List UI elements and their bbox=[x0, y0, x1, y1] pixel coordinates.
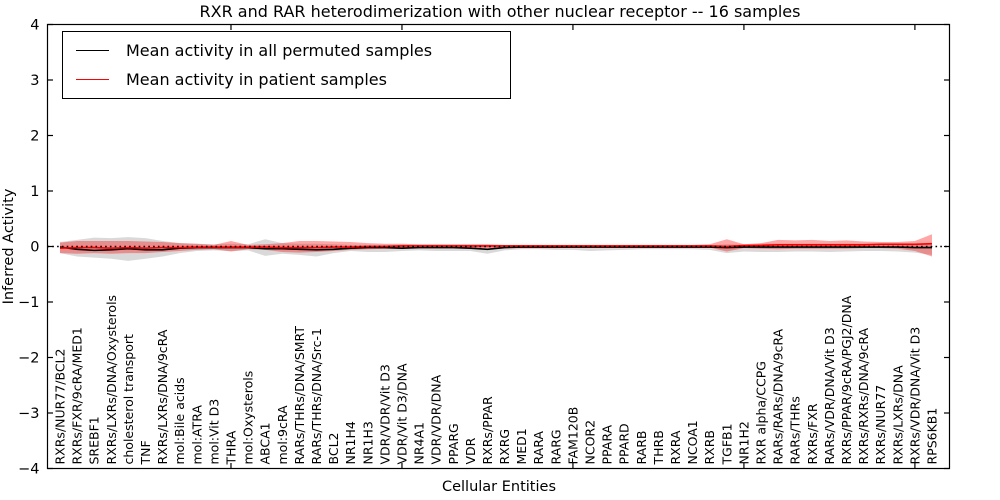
x-category-label: RXRs/LXRs/DNA bbox=[890, 365, 905, 465]
chart-title: RXR and RAR heterodimerization with othe… bbox=[200, 2, 801, 21]
x-category-label: RXRs/FXR bbox=[805, 403, 820, 464]
y-axis-label: Inferred Activity bbox=[1, 188, 17, 304]
x-category-label: NR1H4 bbox=[343, 421, 358, 464]
x-category-label: RXRs/VDR/DNA/Vit D3 bbox=[907, 327, 922, 465]
x-category-label: NCOA1 bbox=[685, 420, 700, 464]
y-tick-label: −1 bbox=[18, 295, 39, 311]
y-tick-label: 1 bbox=[30, 184, 39, 200]
x-category-label: NR4A1 bbox=[412, 422, 427, 465]
x-category-label: RXRs/NUR77/BCL2 bbox=[53, 349, 68, 465]
x-category-label: RXRs/FXR/9cRA/MED1 bbox=[70, 327, 85, 464]
y-tick-label: 2 bbox=[30, 129, 39, 145]
x-category-label: mol:Vit D3 bbox=[206, 399, 221, 465]
x-category-label: RXRs/PPAR bbox=[480, 396, 495, 464]
x-category-label: mol:ATRA bbox=[189, 405, 204, 465]
x-axis-label: Cellular Entities bbox=[442, 479, 556, 495]
x-category-label: NR1H3 bbox=[360, 421, 375, 464]
x-category-label: RARB bbox=[634, 431, 649, 465]
x-category-label: VDR bbox=[463, 437, 478, 464]
x-category-label: RARs/VDR/DNA/Vit D3 bbox=[822, 327, 837, 464]
x-category-label: ABCA1 bbox=[258, 422, 273, 464]
x-category-label: VDR/VDR/DNA bbox=[429, 374, 444, 464]
x-category-label: PPARG bbox=[446, 423, 461, 464]
x-category-label: NCOR2 bbox=[583, 420, 598, 465]
legend-label-permuted: Mean activity in all permuted samples bbox=[126, 40, 433, 60]
x-category-label: RPS6KB1 bbox=[925, 408, 940, 465]
x-category-label: RXRs/PPAR/9cRA/PGJ2/DNA bbox=[839, 295, 854, 464]
y-tick-label: 3 bbox=[30, 73, 39, 89]
x-category-label: SREBF1 bbox=[87, 416, 102, 464]
patient-mean-line bbox=[59, 242, 933, 249]
x-category-label: VDR/Vit D3/DNA bbox=[394, 363, 409, 464]
legend-line-permuted-icon bbox=[76, 50, 109, 51]
legend-item-permuted: Mean activity in all permuted samples bbox=[76, 41, 510, 61]
x-category-label: RXRG bbox=[497, 429, 512, 465]
y-tick-label: 4 bbox=[30, 18, 39, 34]
y-tick-label: −4 bbox=[18, 462, 39, 478]
x-category-label: PPARD bbox=[617, 423, 632, 464]
x-category-label: TNF bbox=[138, 440, 153, 465]
x-category-label: RARA bbox=[531, 431, 546, 465]
y-tick-label: −3 bbox=[18, 406, 39, 422]
x-category-label: RXRs/RXRs/DNA/9cRA bbox=[856, 327, 871, 464]
x-category-label: mol:Oxysterols bbox=[241, 371, 256, 465]
x-category-label: VDR/VDR/Vit D3 bbox=[377, 364, 392, 464]
x-category-label: RXRs/LXRs/DNA/9cRA bbox=[155, 329, 170, 464]
x-category-label: cholesterol transport bbox=[121, 334, 136, 465]
x-category-label: RARs/RARs/DNA/9cRA bbox=[771, 328, 786, 464]
x-category-label: RXR alpha/CCPG bbox=[754, 361, 769, 464]
legend-label-patient: Mean activity in patient samples bbox=[126, 69, 387, 89]
x-category-label: RXRA bbox=[668, 430, 683, 464]
x-category-label: FAM120B bbox=[565, 407, 580, 465]
x-category-label: TGFB1 bbox=[719, 423, 734, 465]
x-category-label: mol:9cRA bbox=[275, 405, 290, 465]
y-tick-label: −2 bbox=[18, 351, 39, 367]
x-category-label: THRB bbox=[651, 430, 666, 465]
x-category-label: PPARA bbox=[600, 424, 615, 464]
legend: Mean activity in all permuted samples Me… bbox=[62, 31, 511, 99]
legend-item-patient: Mean activity in patient samples bbox=[76, 70, 510, 90]
x-category-label: THRA bbox=[223, 430, 238, 465]
x-category-label: BCL2 bbox=[326, 432, 341, 464]
x-category-label: RARs/THRs/DNA/Src-1 bbox=[309, 328, 324, 464]
x-category-label: RARs/THRs bbox=[788, 396, 803, 464]
x-category-label: mol:Bile acids bbox=[172, 377, 187, 464]
x-category-label: NR1H2 bbox=[736, 421, 751, 464]
x-category-label: RARG bbox=[548, 429, 563, 464]
x-category-label: RXRB bbox=[702, 430, 717, 465]
y-tick-label: 0 bbox=[30, 240, 39, 256]
x-category-label: MED1 bbox=[514, 428, 529, 464]
x-category-label: RARs/THRs/DNA/SMRT bbox=[292, 326, 307, 465]
x-category-label: RXRs/NUR77 bbox=[873, 385, 888, 465]
x-category-label: RXRs/LXRs/DNA/Oxysterols bbox=[104, 295, 119, 465]
legend-line-patient-icon bbox=[76, 79, 109, 80]
